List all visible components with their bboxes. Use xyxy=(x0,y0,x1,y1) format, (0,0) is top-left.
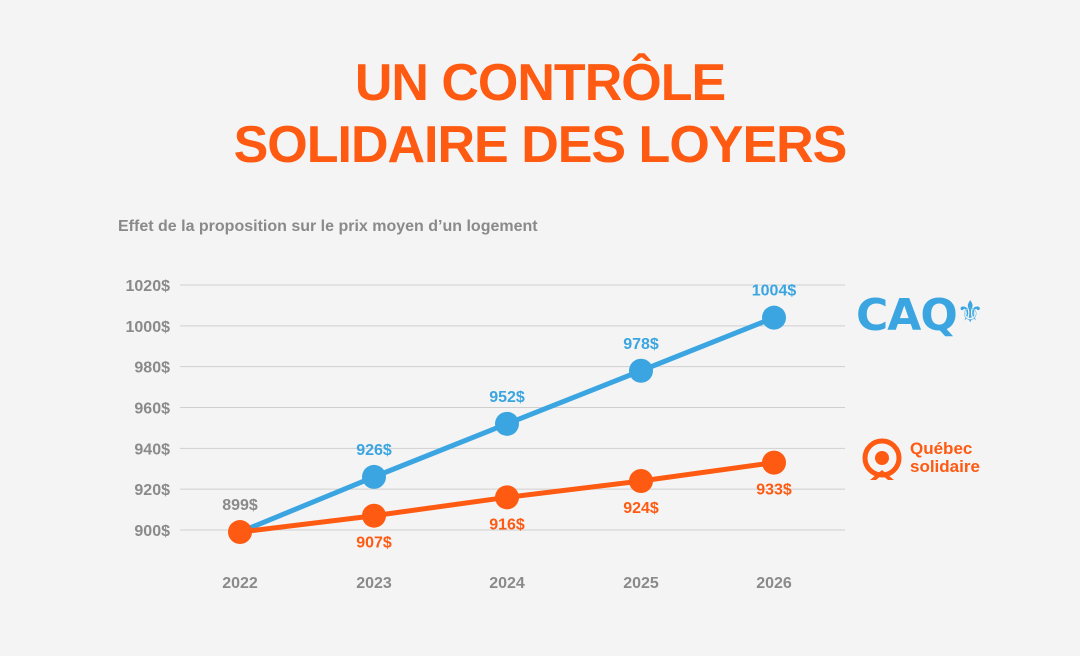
data-label: 924$ xyxy=(623,500,659,517)
x-tick-label: 2024 xyxy=(489,575,525,592)
y-tick-label: 960$ xyxy=(134,401,170,418)
x-tick-label: 2023 xyxy=(356,575,392,592)
data-point xyxy=(495,411,519,436)
data-label: 952$ xyxy=(489,389,525,406)
data-label: 926$ xyxy=(356,442,392,459)
data-point xyxy=(629,358,653,383)
qs-line-1: Québec xyxy=(910,439,973,458)
y-tick-label: 1000$ xyxy=(126,319,171,336)
data-label: 916$ xyxy=(489,516,525,533)
data-label: 907$ xyxy=(356,535,392,552)
y-tick-label: 980$ xyxy=(134,360,170,377)
y-tick-label: 940$ xyxy=(134,441,170,458)
data-label: 899$ xyxy=(222,497,258,514)
page-title: UN CONTRÔLE SOLIDAIRE DES LOYERS xyxy=(0,52,1080,176)
y-tick-label: 1020$ xyxy=(126,278,171,295)
quebec-solidaire-label: Québec solidaire xyxy=(910,440,980,476)
quebec-solidaire-icon xyxy=(862,438,902,480)
data-point xyxy=(495,485,519,510)
y-tick-label: 920$ xyxy=(134,482,170,499)
data-point xyxy=(228,520,252,545)
data-point xyxy=(762,305,786,330)
qs-line-2: solidaire xyxy=(910,457,980,476)
data-label: 933$ xyxy=(756,482,792,499)
data-point xyxy=(629,469,653,493)
chart-subtitle: Effet de la proposition sur le prix moye… xyxy=(118,218,538,235)
fleur-de-lis-icon: ⚜ xyxy=(956,295,984,330)
caq-logo: CAQ⚜ xyxy=(856,290,984,341)
data-point xyxy=(362,503,386,528)
title-line-1: UN CONTRÔLE xyxy=(354,54,726,112)
y-tick-label: 900$ xyxy=(134,523,170,540)
x-tick-label: 2025 xyxy=(623,575,659,592)
x-tick-label: 2022 xyxy=(222,575,258,592)
data-label: 978$ xyxy=(623,336,659,353)
title-line-2: SOLIDAIRE DES LOYERS xyxy=(233,116,848,174)
data-label: 1004$ xyxy=(752,283,797,300)
data-point xyxy=(362,464,386,489)
data-point xyxy=(762,450,786,475)
caq-logo-text: CAQ xyxy=(856,290,958,341)
x-tick-label: 2026 xyxy=(756,575,792,592)
